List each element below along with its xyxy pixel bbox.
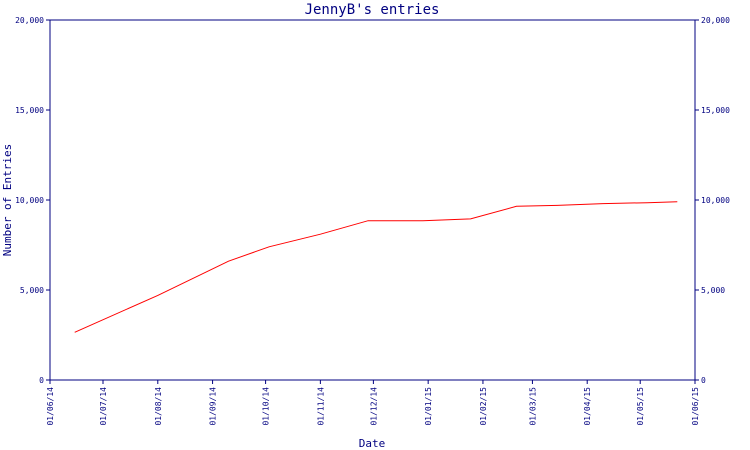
y-tick-label-left: 5,000	[20, 286, 44, 295]
x-tick-label: 01/09/14	[209, 387, 218, 426]
y-tick-label-right: 0	[701, 376, 706, 385]
y-tick-label-left: 10,000	[15, 196, 44, 205]
x-tick-label: 01/06/15	[691, 387, 700, 426]
x-tick-label: 01/04/15	[583, 387, 592, 426]
x-axis-label: Date	[359, 437, 386, 450]
x-tick-label: 01/03/15	[528, 387, 537, 426]
x-tick-label: 01/11/14	[316, 387, 325, 426]
plot-area-frame	[49, 19, 696, 381]
series-group	[74, 201, 678, 333]
x-tick-label: 01/12/14	[369, 387, 378, 426]
y-tick-label-right: 20,000	[701, 16, 730, 25]
x-tick-label: 01/02/15	[479, 387, 488, 426]
x-tick-label: 01/08/14	[154, 387, 163, 426]
series-line	[74, 201, 678, 333]
y-tick-label-right: 5,000	[701, 286, 725, 295]
x-tick-label: 01/05/15	[636, 387, 645, 426]
y-tick-label-right: 15,000	[701, 106, 730, 115]
y-tick-label-left: 15,000	[15, 106, 44, 115]
y-tick-label-left: 20,000	[15, 16, 44, 25]
x-tick-label: 01/10/14	[262, 387, 271, 426]
y-axis-label: Number of Entries	[1, 144, 14, 257]
x-axis: 01/06/14 01/07/14 01/08/14 01/09/14 01/10/14…	[46, 380, 700, 426]
y-axis-left: 0 5,000 10,000 15,000 20,000	[15, 16, 50, 385]
y-tick-label-right: 10,000	[701, 196, 730, 205]
y-axis-right: 0 5,000 10,000 15,000 20,000	[695, 16, 730, 385]
x-tick-label: 01/07/14	[99, 387, 108, 426]
y-tick-label-left: 0	[39, 376, 44, 385]
x-tick-label: 01/06/14	[46, 387, 55, 426]
x-tick-label: 01/01/15	[424, 387, 433, 426]
chart-title: JennyB's entries	[305, 2, 440, 18]
